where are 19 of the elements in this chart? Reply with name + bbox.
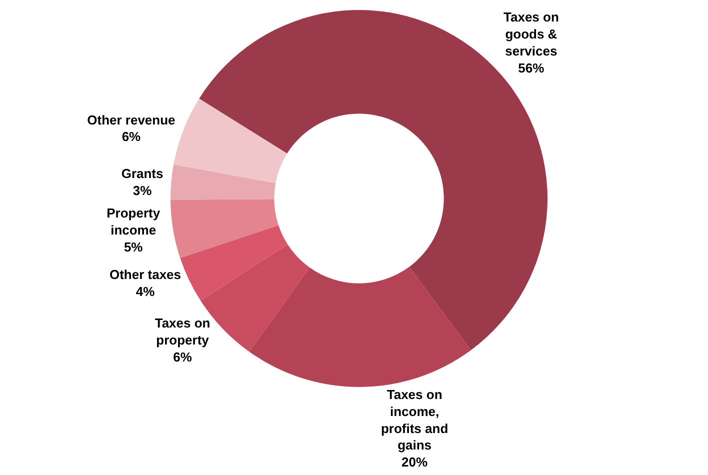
donut-slice — [174, 98, 288, 184]
slice-label: Property income — [106, 206, 161, 238]
data-label: 6% — [173, 349, 192, 364]
data-label: 6% — [122, 129, 142, 144]
slice-label: Taxes on goods & services — [504, 10, 559, 58]
slice-label: Other revenue — [87, 112, 176, 128]
slice-label: Taxes on property — [154, 316, 210, 348]
donut-slice — [170, 164, 276, 200]
slice-label: Grants — [121, 166, 164, 181]
data-label: 20% — [402, 454, 428, 470]
data-label: 3% — [132, 182, 152, 198]
slice-label: Other taxes — [109, 266, 182, 282]
slice-label: Taxes on income, profits and gains — [380, 386, 448, 453]
donut-slice — [170, 199, 279, 258]
data-label: 4% — [136, 284, 156, 299]
data-label: 56% — [518, 60, 545, 76]
donut-slice — [180, 225, 288, 301]
donut-slice — [249, 266, 471, 387]
data-label: 5% — [124, 239, 144, 254]
